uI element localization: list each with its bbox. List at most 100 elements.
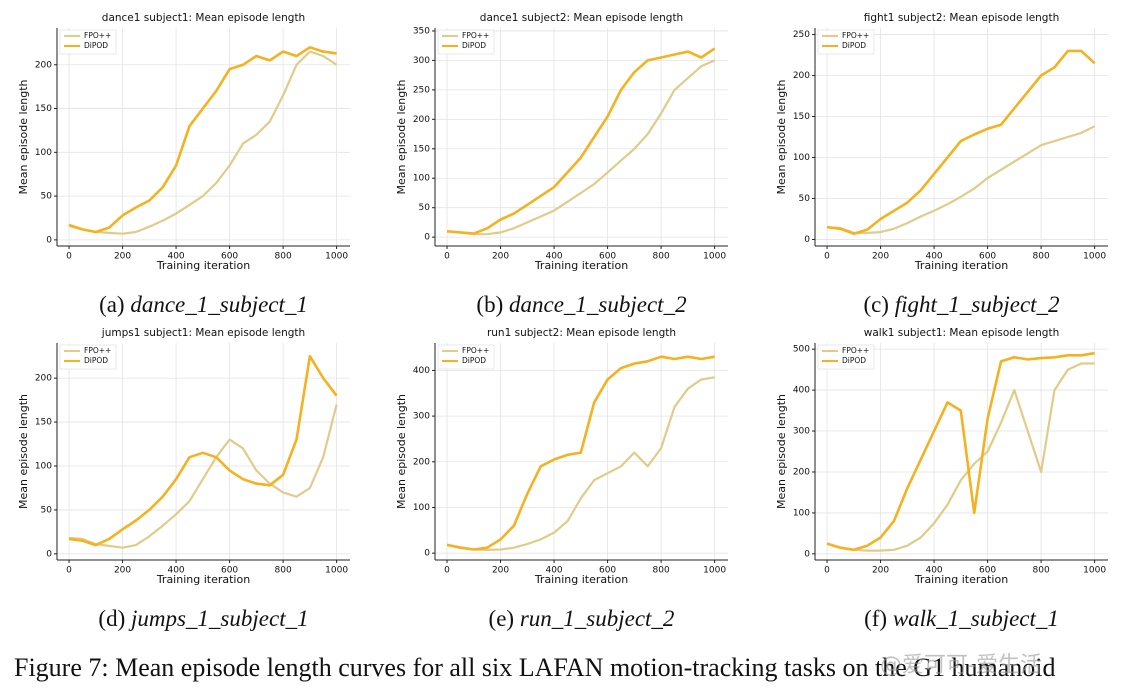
legend-label: DiPOD	[462, 41, 486, 50]
caption-name: dance_1_subject_1	[130, 292, 308, 317]
y-tick-label: 350	[413, 26, 430, 36]
figure-caption: Figure 7: Mean episode length curves for…	[14, 653, 1056, 682]
x-tick-label: 600	[979, 252, 996, 262]
x-tick-label: 400	[545, 566, 562, 576]
y-tick-label: 0	[46, 235, 52, 245]
x-tick-label: 0	[444, 252, 450, 262]
x-tick-label: 600	[221, 566, 238, 576]
y-tick-label: 100	[413, 503, 430, 513]
chart-title: run1 subject2: Mean episode length	[487, 327, 676, 339]
y-tick-label: 250	[413, 85, 430, 95]
legend-label: DiPOD	[84, 356, 108, 365]
y-tick-label: 200	[35, 374, 52, 384]
x-tick-label: 1000	[1083, 252, 1106, 262]
series-line	[826, 49, 1096, 235]
y-tick-label: 400	[793, 386, 810, 396]
y-tick-label: 200	[413, 115, 430, 125]
x-tick-label: 1000	[1083, 566, 1106, 576]
chart-title: walk1 subject1: Mean episode length	[864, 327, 1059, 339]
x-tick-label: 200	[872, 252, 889, 262]
x-axis-label: Training iteration	[914, 573, 1008, 586]
y-tick-label: 0	[424, 549, 430, 559]
y-axis-label: Mean episode length	[17, 79, 30, 194]
series-line	[446, 59, 716, 236]
x-tick-label: 1000	[703, 566, 726, 576]
y-tick-label: 50	[419, 203, 431, 213]
subfigure-caption: (d) jumps_1_subject_1	[98, 606, 308, 631]
chart-title: dance1 subject1: Mean episode length	[102, 12, 305, 24]
legend-label: FPO++	[842, 31, 869, 40]
legend-label: FPO++	[84, 31, 111, 40]
chart-title: dance1 subject2: Mean episode length	[480, 12, 683, 24]
y-tick-label: 300	[413, 56, 430, 66]
caption-tag: (b)	[476, 292, 503, 317]
y-tick-label: 100	[793, 153, 810, 163]
y-tick-label: 300	[793, 427, 810, 437]
x-tick-label: 0	[444, 566, 450, 576]
x-tick-label: 200	[114, 566, 131, 576]
legend-label: DiPOD	[84, 41, 108, 50]
y-tick-label: 50	[41, 192, 53, 202]
x-tick-label: 1000	[703, 252, 726, 262]
series-line	[826, 125, 1096, 234]
x-tick-label: 600	[979, 566, 996, 576]
y-axis-label: Mean episode length	[17, 394, 30, 509]
caption-tag: (d)	[98, 606, 125, 631]
subfigure-caption: (a) dance_1_subject_1	[99, 292, 308, 317]
x-tick-label: 400	[167, 252, 184, 262]
legend-label: FPO++	[462, 346, 489, 355]
y-tick-label: 150	[35, 418, 52, 428]
y-tick-label: 200	[793, 71, 810, 81]
caption-tag: (e)	[489, 606, 515, 631]
y-tick-label: 0	[424, 233, 430, 243]
series-line	[68, 354, 338, 547]
y-axis-label: Mean episode length	[395, 79, 408, 194]
legend-box	[817, 344, 875, 370]
legend-box	[437, 344, 495, 370]
y-tick-label: 100	[413, 174, 430, 184]
y-tick-label: 100	[35, 148, 52, 158]
y-tick-label: 0	[46, 549, 52, 559]
legend-box	[59, 344, 117, 370]
legend-box	[817, 29, 875, 55]
x-axis-label: Training iteration	[534, 573, 628, 586]
y-tick-label: 150	[35, 104, 52, 114]
y-tick-label: 400	[413, 366, 430, 376]
x-tick-label: 800	[1033, 566, 1050, 576]
legend-label: FPO++	[842, 346, 869, 355]
subfigure-caption: (f) walk_1_subject_1	[864, 606, 1059, 631]
legend-box	[437, 29, 495, 55]
x-tick-label: 800	[653, 566, 670, 576]
x-tick-label: 1000	[325, 252, 348, 262]
x-tick-label: 200	[492, 252, 509, 262]
y-tick-label: 100	[793, 508, 810, 518]
series-line	[446, 355, 715, 551]
legend-label: DiPOD	[842, 41, 866, 50]
y-axis-label: Mean episode length	[775, 79, 788, 194]
x-tick-label: 800	[1033, 252, 1050, 262]
x-tick-label: 400	[167, 566, 184, 576]
x-tick-label: 200	[492, 566, 509, 576]
x-tick-label: 400	[925, 252, 942, 262]
x-axis-label: Training iteration	[156, 259, 250, 272]
legend-label: DiPOD	[842, 356, 866, 365]
x-tick-label: 400	[545, 252, 562, 262]
y-tick-label: 500	[793, 345, 810, 355]
x-tick-label: 800	[275, 252, 292, 262]
caption-name: run_1_subject_2	[520, 606, 675, 631]
y-tick-label: 250	[793, 30, 810, 40]
chart-title: jumps1 subject1: Mean episode length	[101, 327, 305, 339]
legend-label: FPO++	[462, 31, 489, 40]
x-tick-label: 600	[599, 252, 616, 262]
caption-tag: (f)	[864, 606, 887, 631]
y-tick-label: 100	[35, 461, 52, 471]
x-tick-label: 0	[824, 566, 830, 576]
subfigure-caption: (b) dance_1_subject_2	[476, 292, 686, 317]
caption-tag: (c)	[863, 292, 889, 317]
x-tick-label: 200	[872, 566, 889, 576]
x-axis-label: Training iteration	[914, 259, 1008, 272]
y-tick-label: 50	[799, 194, 811, 204]
legend-label: FPO++	[84, 346, 111, 355]
y-tick-label: 150	[793, 112, 810, 122]
caption-name: dance_1_subject_2	[509, 292, 687, 317]
